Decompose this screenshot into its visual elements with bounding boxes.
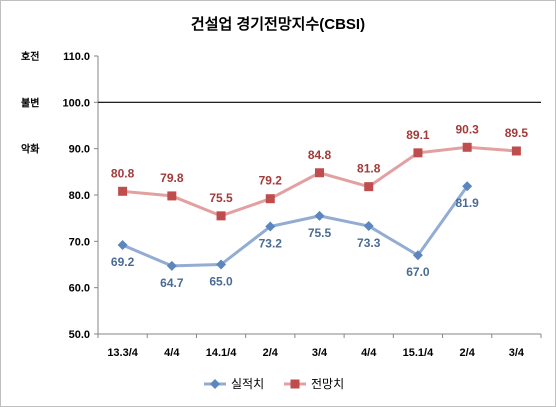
- x-tick-label: 3/4: [509, 347, 525, 359]
- data-label-forecast: 79.2: [259, 174, 283, 188]
- data-label-forecast: 84.8: [308, 148, 332, 162]
- y-tick-label: 80.0: [69, 190, 90, 202]
- data-point-forecast: [216, 211, 226, 221]
- data-point-actual: [117, 240, 128, 251]
- data-point-forecast: [315, 168, 324, 178]
- y-tick-label: 70.0: [69, 236, 90, 248]
- data-label-actual: 75.5: [308, 226, 332, 240]
- x-tick-label: 14.1/4: [206, 347, 237, 359]
- x-tick-label: 2/4: [263, 347, 279, 359]
- data-label-forecast: 79.8: [160, 171, 184, 185]
- side-label-good: 호전: [21, 50, 39, 63]
- y-tick-label: 90.0: [69, 144, 90, 156]
- data-point-actual: [216, 259, 227, 270]
- data-point-actual: [166, 260, 177, 271]
- data-label-forecast: 89.5: [505, 126, 529, 140]
- data-point-actual: [412, 250, 423, 261]
- legend-label-1: 실적치: [231, 377, 264, 391]
- y-tick-label: 110.0: [63, 51, 90, 63]
- x-tick-label: 2/4: [460, 347, 476, 359]
- legend-label-2: 전망치: [311, 377, 344, 391]
- x-tick-label: 3/4: [312, 347, 328, 359]
- legend-marker-forecast: [290, 379, 300, 389]
- y-tick-label: 60.0: [69, 283, 90, 295]
- data-point-forecast: [364, 182, 374, 192]
- data-label-forecast: 75.5: [209, 191, 233, 205]
- data-point-actual: [314, 210, 325, 221]
- x-tick-label: 13.3/4: [107, 347, 138, 359]
- data-label-forecast: 80.8: [111, 166, 135, 180]
- data-label-actual: 69.2: [111, 255, 135, 269]
- chart-title: 건설업 경기전망지수(CBSI): [191, 15, 365, 33]
- data-label-forecast: 89.1: [406, 128, 430, 142]
- data-point-forecast: [462, 142, 472, 152]
- data-point-forecast: [265, 194, 275, 204]
- data-label-actual: 81.9: [455, 196, 479, 210]
- data-label-actual: 73.2: [259, 237, 283, 251]
- y-tick-label: 100.0: [62, 97, 90, 109]
- legend-marker-actual: [210, 379, 220, 389]
- data-point-actual: [462, 181, 473, 192]
- side-label-bad: 악화: [21, 144, 40, 156]
- x-tick-label: 15.1/4: [403, 347, 434, 359]
- data-label-actual: 65.0: [209, 275, 233, 289]
- data-point-forecast: [413, 148, 423, 158]
- x-tick-label: 4/4: [164, 347, 180, 359]
- data-label-actual: 67.0: [406, 265, 430, 279]
- data-point-forecast: [118, 186, 128, 196]
- data-label-forecast: 90.3: [455, 122, 479, 136]
- x-tick-label: 4/4: [361, 347, 377, 359]
- data-point-forecast: [167, 191, 177, 201]
- data-point-actual: [363, 221, 374, 232]
- side-label-neutral: 불변: [21, 96, 39, 109]
- series-line-1: [122, 185, 469, 268]
- data-label-actual: 73.3: [357, 236, 381, 250]
- data-point-actual: [265, 221, 276, 232]
- data-label-actual: 64.7: [160, 276, 184, 290]
- data-point-forecast: [511, 146, 521, 156]
- y-tick-label: 50.0: [69, 329, 90, 341]
- data-label-forecast: 81.8: [357, 162, 381, 176]
